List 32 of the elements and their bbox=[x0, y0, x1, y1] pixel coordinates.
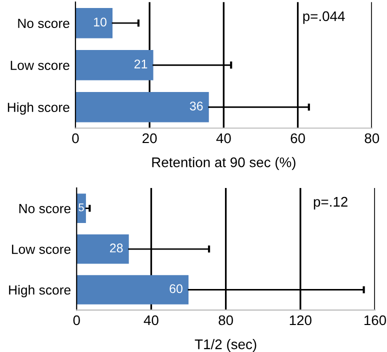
x-tick-label: 40 bbox=[216, 133, 231, 144]
data-label: 36 bbox=[190, 102, 203, 110]
x-tick-label: 40 bbox=[144, 315, 158, 326]
data-label: 10 bbox=[94, 18, 106, 26]
x-tick-label: 120 bbox=[290, 315, 312, 326]
x-tick-label: 160 bbox=[364, 315, 386, 326]
x-axis-title: Retention at 90 sec (%) bbox=[152, 157, 296, 170]
x-tick-label: 60 bbox=[290, 133, 305, 144]
annotation: p=.12 bbox=[314, 196, 348, 210]
y-tick-label: No score bbox=[18, 18, 70, 28]
data-label: 28 bbox=[110, 244, 123, 252]
x-tick-label: 20 bbox=[142, 133, 157, 144]
x-tick-label: 80 bbox=[364, 133, 380, 144]
y-tick-label: High score bbox=[9, 284, 70, 298]
bar bbox=[76, 234, 129, 264]
data-label: 60 bbox=[170, 284, 182, 294]
x-tick-label: 80 bbox=[218, 315, 233, 326]
annotation: p=.044 bbox=[303, 11, 345, 24]
y-tick-label: Low score bbox=[10, 60, 70, 70]
bar bbox=[75, 8, 113, 38]
bar bbox=[76, 194, 86, 223]
bar bbox=[75, 92, 209, 122]
bar bbox=[76, 275, 189, 304]
x-tick-label: 0 bbox=[73, 315, 80, 326]
x-tick-label: 0 bbox=[72, 133, 79, 144]
data-label: 5 bbox=[78, 204, 84, 212]
data-label: 21 bbox=[134, 60, 148, 68]
y-tick-label: Low score bbox=[12, 244, 70, 254]
y-tick-label: No score bbox=[19, 204, 70, 214]
bar bbox=[75, 50, 154, 80]
y-tick-label: High score bbox=[8, 102, 70, 115]
x-axis-title: T1/2 (sec) bbox=[194, 339, 256, 352]
